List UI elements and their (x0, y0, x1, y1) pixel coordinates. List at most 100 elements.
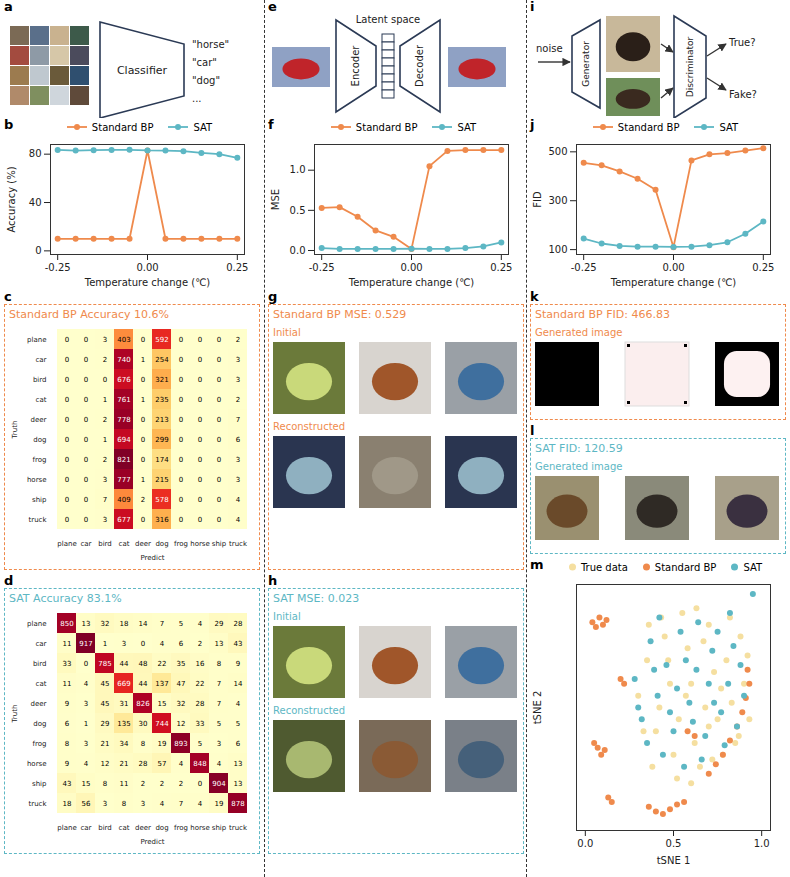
svg-text:Reconstructed: Reconstructed (273, 421, 345, 432)
svg-text:0.00: 0.00 (400, 262, 422, 273)
svg-text:-0.25: -0.25 (309, 262, 335, 273)
svg-text:0: 0 (198, 780, 202, 788)
svg-text:8: 8 (217, 660, 221, 668)
svg-text:0.25: 0.25 (226, 262, 248, 273)
svg-text:noise: noise (536, 43, 563, 54)
svg-text:car: car (80, 540, 91, 548)
svg-text:Temperature change (℃): Temperature change (℃) (348, 277, 475, 288)
svg-text:"dog": "dog" (192, 75, 220, 86)
svg-text:34: 34 (120, 740, 129, 748)
svg-text:592: 592 (155, 336, 168, 344)
svg-text:2: 2 (103, 356, 107, 364)
svg-text:0: 0 (65, 516, 69, 524)
svg-text:truck: truck (229, 540, 248, 548)
svg-text:3: 3 (103, 336, 107, 344)
svg-text:33: 33 (196, 720, 205, 728)
svg-text:Temperature change (℃): Temperature change (℃) (610, 277, 737, 288)
svg-text:0.00: 0.00 (662, 262, 684, 273)
svg-text:29: 29 (215, 620, 224, 628)
svg-text:9: 9 (236, 660, 240, 668)
svg-text:truck: truck (29, 516, 48, 524)
svg-text:3: 3 (141, 800, 145, 808)
svg-text:0: 0 (179, 456, 183, 464)
svg-text:4: 4 (236, 700, 241, 708)
svg-text:0: 0 (179, 476, 183, 484)
svg-text:car: car (35, 356, 46, 364)
svg-text:0: 0 (198, 456, 202, 464)
svg-text:28: 28 (139, 760, 148, 768)
svg-text:0: 0 (141, 376, 145, 384)
svg-text:1: 1 (141, 396, 145, 404)
svg-text:45: 45 (101, 680, 110, 688)
svg-text:0: 0 (179, 516, 183, 524)
svg-text:235: 235 (155, 396, 168, 404)
svg-text:4: 4 (217, 760, 222, 768)
svg-text:Truth: Truth (11, 705, 19, 724)
svg-text:0: 0 (217, 436, 221, 444)
svg-text:15: 15 (158, 700, 167, 708)
svg-text:0: 0 (198, 376, 202, 384)
svg-text:5: 5 (236, 720, 240, 728)
svg-text:0: 0 (65, 356, 69, 364)
svg-text:"car": "car" (192, 57, 217, 68)
svg-text:8: 8 (122, 800, 126, 808)
svg-text:33: 33 (63, 660, 72, 668)
svg-text:Temperature change (℃): Temperature change (℃) (84, 277, 211, 288)
svg-text:6: 6 (236, 436, 241, 444)
svg-text:0: 0 (84, 356, 88, 364)
svg-text:0: 0 (198, 416, 202, 424)
svg-text:frog: frog (33, 740, 47, 748)
svg-text:3: 3 (84, 740, 88, 748)
svg-text:8: 8 (141, 740, 145, 748)
svg-text:676: 676 (117, 376, 131, 384)
svg-text:0.0: 0.0 (290, 245, 306, 256)
svg-text:Generated image: Generated image (535, 327, 622, 338)
svg-text:0.5: 0.5 (666, 838, 682, 849)
svg-text:0: 0 (65, 456, 69, 464)
svg-text:3: 3 (103, 476, 107, 484)
svg-text:2: 2 (103, 456, 107, 464)
svg-text:0: 0 (84, 456, 88, 464)
svg-text:Generator: Generator (581, 41, 591, 87)
svg-text:30: 30 (139, 720, 148, 728)
svg-text:0: 0 (84, 416, 88, 424)
svg-text:12: 12 (101, 760, 110, 768)
svg-text:0: 0 (141, 416, 145, 424)
svg-text:0: 0 (65, 496, 69, 504)
svg-text:13: 13 (215, 640, 224, 648)
svg-text:4: 4 (84, 680, 89, 688)
svg-text:0: 0 (65, 376, 69, 384)
svg-text:21: 21 (101, 740, 110, 748)
svg-text:4: 4 (198, 620, 203, 628)
svg-text:deer: deer (31, 416, 47, 424)
svg-text:5: 5 (217, 720, 221, 728)
svg-text:848: 848 (193, 760, 206, 768)
svg-text:dog: dog (155, 824, 168, 832)
svg-text:Latent space: Latent space (356, 14, 421, 25)
svg-text:FID: FID (532, 191, 543, 208)
svg-text:0: 0 (217, 476, 221, 484)
svg-text:0: 0 (179, 376, 183, 384)
svg-text:frog: frog (174, 824, 188, 832)
svg-text:850: 850 (60, 620, 73, 628)
svg-text:904: 904 (212, 780, 226, 788)
svg-text:174: 174 (155, 456, 169, 464)
svg-text:Initial: Initial (273, 327, 301, 338)
svg-text:5: 5 (198, 740, 202, 748)
svg-text:Decoder: Decoder (414, 44, 425, 87)
svg-text:0: 0 (198, 436, 202, 444)
svg-text:22: 22 (158, 660, 167, 668)
svg-text:28: 28 (234, 620, 243, 628)
svg-text:horse: horse (190, 824, 210, 832)
svg-text:plane: plane (27, 336, 46, 344)
svg-text:ship: ship (32, 780, 47, 788)
svg-text:32: 32 (177, 700, 186, 708)
svg-text:2: 2 (141, 780, 145, 788)
svg-text:57: 57 (158, 760, 167, 768)
svg-text:28: 28 (196, 700, 205, 708)
svg-text:48: 48 (139, 660, 148, 668)
svg-text:car: car (80, 824, 91, 832)
svg-text:32: 32 (101, 620, 110, 628)
svg-text:321: 321 (155, 376, 168, 384)
svg-text:7: 7 (103, 496, 107, 504)
